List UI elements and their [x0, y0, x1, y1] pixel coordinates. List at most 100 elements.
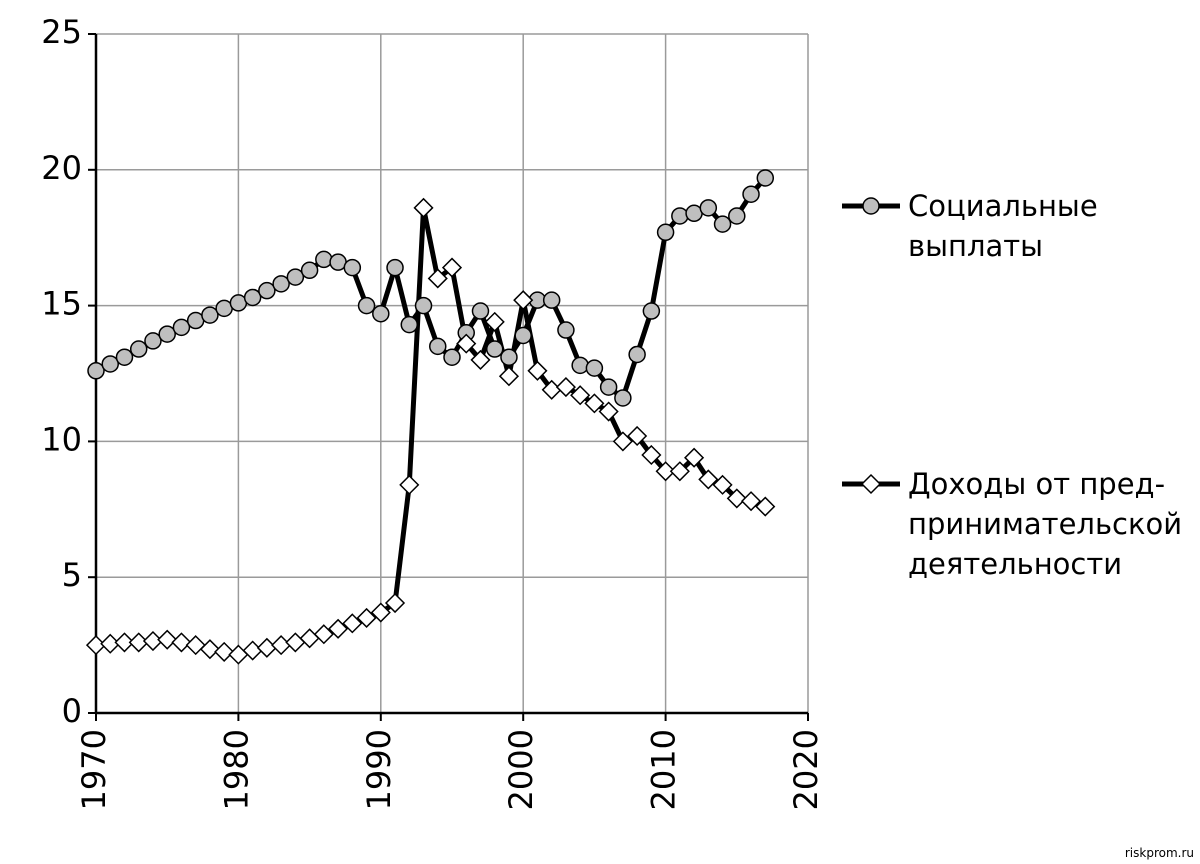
data-point — [443, 348, 461, 366]
y-tick-label: 5 — [62, 556, 82, 594]
data-point — [242, 640, 263, 661]
data-point — [628, 345, 646, 364]
y-tick-label: 20 — [41, 149, 82, 187]
data-point — [671, 207, 689, 225]
data-point — [471, 302, 490, 320]
data-point — [129, 340, 148, 358]
data-point — [742, 185, 760, 203]
data-point — [414, 296, 433, 315]
data-point — [258, 281, 276, 300]
data-point — [115, 348, 134, 366]
data-point — [699, 199, 718, 217]
data-point — [228, 644, 249, 665]
data-point — [456, 333, 477, 354]
y-tick-label: 15 — [41, 285, 82, 323]
data-point — [300, 261, 319, 280]
data-point — [599, 378, 618, 396]
data-point — [726, 488, 747, 509]
data-point — [684, 447, 705, 468]
data-point — [542, 291, 561, 309]
data-point — [101, 355, 119, 373]
data-point — [171, 632, 192, 653]
data-point — [641, 444, 662, 466]
x-tick-label: 2010 — [645, 729, 683, 810]
data-point — [372, 304, 390, 323]
data-point — [698, 469, 719, 490]
data-point — [642, 302, 661, 320]
data-point — [271, 635, 292, 656]
x-tick-label: 1980 — [217, 729, 255, 810]
data-point — [728, 207, 746, 225]
data-point — [485, 340, 504, 358]
data-point — [315, 250, 333, 269]
data-point — [256, 637, 277, 658]
legend-label: Доходы от пред-принимательской деятельно… — [908, 467, 1183, 581]
data-point — [614, 389, 632, 407]
data-point — [386, 258, 404, 277]
data-point — [243, 288, 262, 307]
data-point — [740, 491, 762, 512]
legend-marker — [862, 197, 880, 215]
data-point — [598, 401, 619, 422]
data-point — [272, 275, 290, 293]
y-tick-label: 10 — [41, 420, 82, 458]
data-point — [384, 592, 406, 614]
data-point — [527, 360, 548, 381]
data-point — [712, 474, 733, 495]
data-point — [498, 366, 520, 387]
data-point — [285, 632, 306, 653]
data-point — [514, 326, 532, 345]
data-point — [157, 629, 178, 650]
data-point — [343, 258, 362, 277]
data-point — [400, 315, 419, 334]
data-point — [669, 461, 690, 482]
data-point — [756, 169, 775, 187]
data-point — [357, 296, 376, 315]
data-point — [399, 474, 420, 495]
data-point — [342, 613, 363, 634]
data-point — [114, 632, 135, 653]
data-point — [214, 641, 235, 662]
watermark: riskprom.ru — [1124, 846, 1194, 860]
data-point — [356, 607, 377, 629]
data-point — [172, 318, 191, 337]
data-point — [584, 393, 605, 414]
data-point — [570, 385, 591, 406]
data-point — [199, 639, 220, 660]
data-point — [286, 268, 305, 286]
data-point — [144, 332, 162, 350]
data-point — [185, 635, 206, 656]
data-point — [299, 628, 320, 649]
data-point — [313, 624, 334, 645]
data-point — [484, 311, 505, 332]
data-point — [513, 290, 534, 311]
data-point — [441, 257, 463, 278]
data-point — [557, 321, 575, 339]
data-point — [328, 618, 349, 639]
legend-marker — [860, 473, 882, 495]
x-tick-label: 2000 — [502, 729, 540, 810]
data-point — [656, 223, 675, 242]
data-point — [571, 356, 589, 375]
data-point — [655, 461, 676, 482]
x-tick-label: 2020 — [787, 729, 825, 810]
data-point — [370, 602, 391, 623]
x-tick-label: 1970 — [75, 729, 113, 810]
x-tick-label: 1990 — [360, 729, 398, 810]
data-point — [87, 362, 105, 380]
data-point — [470, 349, 491, 370]
data-point — [585, 359, 604, 377]
data-point — [500, 348, 518, 366]
data-point — [627, 425, 648, 447]
data-point — [429, 337, 447, 356]
legend-label: Социальные выплаты — [908, 189, 1098, 263]
data-point — [413, 197, 434, 218]
data-point — [755, 496, 776, 517]
y-tick-label: 25 — [41, 13, 82, 51]
data-point — [713, 215, 732, 233]
data-point — [427, 268, 448, 289]
data-point — [555, 377, 576, 398]
y-tick-label: 0 — [62, 692, 82, 730]
